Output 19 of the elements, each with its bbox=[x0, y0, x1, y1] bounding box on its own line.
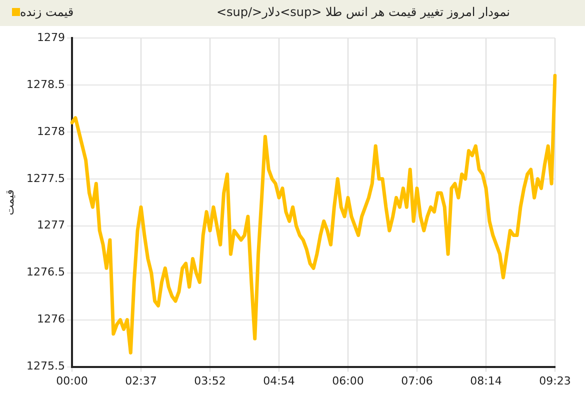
y-tick-label: 1277.5 bbox=[26, 172, 65, 185]
x-tick-label: 09:23 bbox=[539, 374, 571, 388]
y-tick-label: 1278.5 bbox=[26, 78, 65, 91]
y-tick-label: 1275.5 bbox=[26, 360, 65, 373]
legend-label: قیمت زنده bbox=[20, 5, 74, 19]
x-tick-label: 03:52 bbox=[194, 374, 226, 388]
y-tick-label: 1278 bbox=[37, 124, 65, 138]
x-tick-label: 07:06 bbox=[401, 374, 433, 388]
y-tick-label: 1279 bbox=[37, 30, 65, 44]
x-tick-label: 08:14 bbox=[470, 374, 502, 388]
y-tick-label: 1276.5 bbox=[26, 266, 65, 279]
y-tick-label: 1276 bbox=[37, 312, 65, 326]
x-tick-label: 04:54 bbox=[263, 374, 295, 388]
y-axis-title: قیمت bbox=[3, 190, 16, 216]
x-tick-label: 00:00 bbox=[56, 374, 88, 388]
y-tick-label: 1277 bbox=[37, 218, 65, 232]
x-tick-label: 02:37 bbox=[125, 374, 157, 388]
x-tick-label: 06:00 bbox=[332, 374, 364, 388]
chart-title: نمودار امروز تغییر قیمت هر انس طلا <sup>دلار</sup> bbox=[216, 5, 510, 19]
